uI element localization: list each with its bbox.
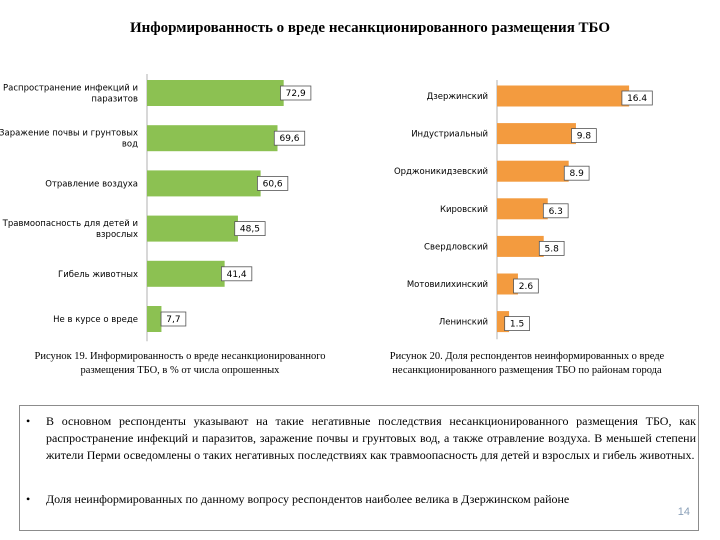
data-label: 60,6: [257, 175, 289, 191]
data-label-box: [571, 128, 597, 144]
data-label-text: 7,7: [166, 315, 180, 325]
data-label-text: 60,6: [263, 179, 283, 189]
bar: [147, 80, 284, 106]
data-label-text: 9.8: [577, 132, 592, 142]
data-label: 2.6: [513, 278, 539, 294]
bar: [147, 170, 261, 197]
bullet-text-2: Доля неинформированных по данному вопрос…: [46, 492, 570, 506]
data-label-text: 2.6: [519, 282, 534, 292]
category-label: Ленинский: [439, 318, 488, 328]
bar: [147, 260, 225, 287]
district-bar-chart: Дзержинский 16.4 Индустриальный 9.8 Орджоник…: [394, 80, 653, 340]
category-label: Заражение почвы и грунтовых вод: [0, 129, 138, 150]
data-label-text: 48,5: [240, 225, 260, 235]
bar: [497, 198, 548, 220]
data-label: 5.8: [538, 240, 565, 256]
bullet-text-1: В основном респонденты указывают на таки…: [46, 414, 696, 462]
data-label: 48,5: [234, 221, 266, 237]
data-label-box: [563, 165, 590, 181]
category-label: Кировский: [440, 205, 488, 215]
data-label-box: [234, 221, 266, 237]
data-label-text: 72,9: [286, 89, 306, 99]
category-label: Не в курсе о вреде: [53, 315, 138, 325]
data-label: 9.8: [571, 128, 597, 144]
data-label-text: 5.8: [545, 244, 560, 254]
data-label-box: [221, 266, 253, 282]
data-label-text: 41,4: [227, 270, 247, 280]
data-label: 41,4: [221, 266, 253, 282]
page-title: Информированность о вреде несанкциониров…: [129, 20, 611, 36]
data-label-box: [542, 203, 569, 219]
data-label-text: 1.5: [510, 320, 524, 330]
bar: [147, 125, 278, 152]
bar: [147, 306, 162, 332]
data-label-box: [513, 278, 539, 294]
bar: [497, 273, 518, 295]
data-label-text: 8.9: [570, 169, 585, 179]
category-label: Индустриальный: [411, 130, 488, 140]
data-label-box: [273, 130, 306, 146]
figure-19-caption: Рисунок 19. Информированность о вреде не…: [34, 351, 326, 376]
data-label: 72,9: [280, 85, 312, 101]
figure-20-caption: Рисунок 20. Доля респондентов неинформир…: [389, 351, 665, 376]
data-label-box: [160, 311, 187, 327]
data-label: 8.9: [563, 165, 590, 181]
category-label: Свердловский: [424, 242, 488, 252]
data-label: 16.4: [621, 90, 653, 106]
data-label-box: [538, 240, 565, 256]
awareness-bar-chart: Распространение инфекций и паразитов 72,9 З…: [0, 74, 312, 342]
data-label-text: 16.4: [627, 94, 647, 104]
summary-box: • В основном респонденты указывают на та…: [19, 405, 699, 531]
category-label: Дзержинский: [427, 92, 488, 102]
data-label-box: [504, 316, 530, 332]
data-label-text: 69,6: [279, 134, 299, 144]
data-label: 6.3: [542, 203, 569, 219]
bar: [497, 123, 576, 145]
data-label-box: [621, 90, 653, 106]
category-label: Травмоопасность для детей и взрослых: [2, 219, 138, 240]
category-label: Распространение инфекций и паразитов: [3, 84, 138, 105]
bullet-symbol: •: [26, 492, 31, 506]
category-label: Орджоникидзевский: [394, 167, 488, 177]
data-label: 7,7: [160, 311, 187, 327]
data-label: 69,6: [273, 130, 306, 146]
page-number: 14: [677, 506, 690, 518]
bullet-symbol: •: [26, 414, 31, 428]
bar: [147, 215, 238, 242]
category-label: Отравление воздуха: [45, 179, 138, 189]
category-label: Мотовилихинский: [407, 280, 488, 290]
data-label-text: 6.3: [549, 207, 563, 217]
bar: [497, 85, 630, 107]
bullet-item-1: • В основном респонденты указывают на та…: [26, 413, 696, 464]
bar: [497, 235, 544, 257]
data-label-box: [257, 175, 289, 191]
data-label: 1.5: [504, 316, 530, 332]
bar: [497, 160, 569, 182]
bullet-item-2: • Доля неинформированных по данному вопр…: [26, 491, 696, 508]
category-label: Гибель животных: [58, 270, 138, 280]
data-label-box: [280, 85, 312, 101]
